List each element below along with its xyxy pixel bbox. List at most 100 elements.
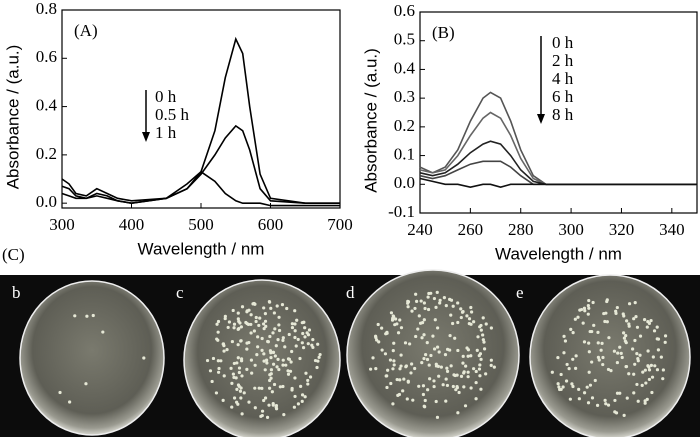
colony [305, 331, 309, 335]
colony [622, 336, 627, 340]
colony [421, 384, 426, 388]
colony [475, 348, 479, 352]
x-tick-label: 320 [609, 220, 635, 239]
colony [73, 314, 77, 318]
colony [587, 350, 591, 354]
colony [587, 298, 591, 303]
colony [481, 338, 485, 342]
legend-entry: 1 h [155, 123, 177, 142]
colony [635, 382, 639, 387]
colony [272, 382, 277, 387]
colony [635, 352, 639, 356]
colony [303, 326, 307, 330]
colony [459, 374, 464, 378]
colony [399, 364, 403, 368]
colony [613, 398, 617, 403]
colony [633, 301, 637, 305]
colony [588, 329, 592, 334]
colony [576, 315, 580, 319]
panel-label: (B) [432, 23, 455, 42]
colony [615, 305, 619, 310]
colony [268, 373, 272, 377]
colony [620, 355, 624, 360]
colony [293, 394, 297, 399]
colony [249, 331, 253, 335]
colony [449, 364, 453, 368]
colony [290, 386, 294, 391]
colony [232, 396, 237, 400]
colony [461, 310, 465, 314]
colony [588, 383, 593, 387]
colony [445, 347, 450, 351]
colony [655, 325, 659, 329]
colony [455, 386, 459, 390]
colony [260, 386, 264, 390]
colony [577, 387, 581, 391]
data-line [419, 177, 697, 189]
colony [423, 306, 427, 311]
colony [249, 358, 254, 362]
colony [585, 385, 589, 389]
colony [256, 335, 260, 339]
colony [478, 363, 482, 367]
colony [459, 307, 463, 311]
colony [254, 319, 258, 324]
colony [469, 305, 473, 310]
colony [294, 344, 298, 348]
colony [439, 365, 443, 369]
colony [284, 363, 288, 367]
colony [300, 393, 305, 397]
colony [385, 385, 389, 390]
colony [369, 367, 373, 371]
colony [609, 369, 613, 373]
colony [263, 396, 268, 400]
colony [646, 349, 650, 353]
colony [590, 396, 595, 400]
colony [456, 320, 460, 325]
colony [299, 384, 303, 388]
colony [263, 312, 268, 316]
colony [484, 322, 488, 326]
colony [388, 358, 393, 362]
colony [561, 385, 565, 389]
colony [441, 383, 445, 387]
colony [267, 300, 272, 304]
colony [415, 299, 419, 303]
colony [632, 391, 636, 395]
colony [293, 329, 297, 333]
colony [249, 313, 253, 317]
legend-entry: 6 h [552, 87, 574, 106]
colony [603, 319, 607, 324]
colony [281, 338, 285, 342]
colony [651, 355, 655, 359]
colony [286, 357, 291, 361]
colony [433, 347, 437, 351]
colony [240, 412, 244, 416]
colony [271, 403, 275, 407]
colony [457, 390, 461, 395]
colony [444, 377, 448, 381]
colony [557, 385, 561, 389]
colony [404, 365, 408, 369]
colony [427, 291, 431, 296]
colony [216, 319, 221, 324]
colony [303, 395, 307, 399]
colony [398, 318, 402, 322]
colony [301, 331, 305, 336]
colony [406, 305, 410, 309]
colony [269, 376, 273, 380]
colony [281, 358, 285, 362]
colony [482, 340, 486, 344]
colony [661, 368, 665, 372]
colony [274, 344, 278, 348]
colony [253, 363, 257, 367]
colony [615, 360, 619, 365]
colony [421, 392, 426, 397]
colony [391, 402, 395, 406]
colony [479, 328, 483, 332]
colony [420, 321, 425, 325]
colony [262, 352, 266, 356]
colony [85, 314, 89, 318]
colony [239, 386, 243, 390]
colony [286, 372, 291, 376]
